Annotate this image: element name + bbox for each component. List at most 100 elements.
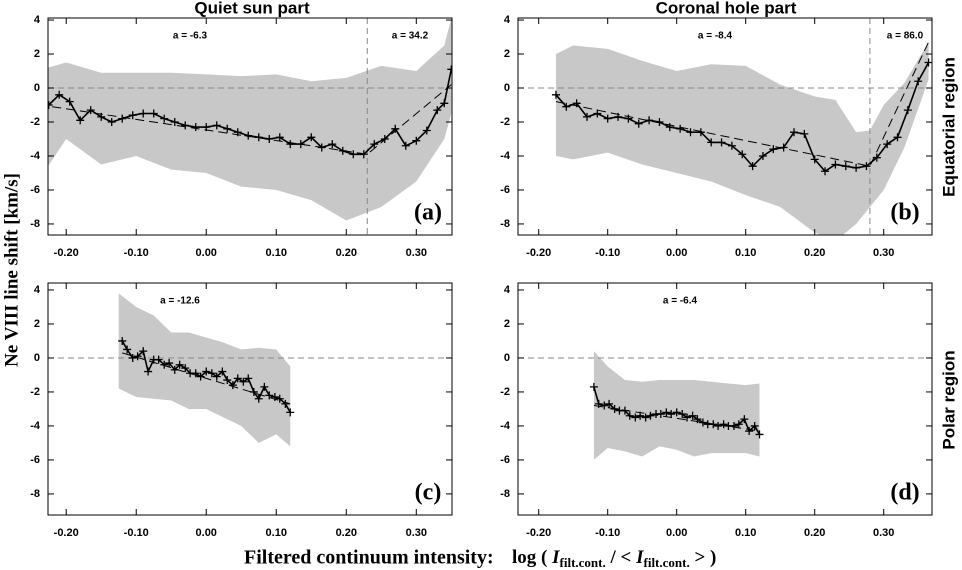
data-point (719, 420, 728, 429)
data-point (265, 391, 274, 400)
data-point (160, 360, 169, 369)
data-point (349, 150, 358, 159)
data-point (645, 116, 654, 125)
data-point (412, 136, 421, 145)
x-tick-label: 0.10 (266, 247, 287, 259)
slope-annotation: a = -8.4 (698, 31, 733, 42)
plot-area (48, 293, 452, 447)
data-point (254, 133, 263, 142)
data-point (107, 117, 116, 126)
data-point (714, 421, 723, 430)
x-tick-label: 0.20 (804, 247, 825, 259)
slope-annotation: a = -6.4 (663, 296, 698, 307)
data-point (641, 413, 650, 422)
x-tick-label: 0.30 (873, 247, 894, 259)
data-point (76, 116, 85, 125)
data-point (118, 336, 127, 345)
data-point (286, 408, 295, 417)
data-point (218, 367, 227, 376)
data-point (683, 413, 692, 422)
data-point (175, 360, 184, 369)
data-point (821, 167, 830, 176)
data-point (758, 151, 767, 160)
plot-area (518, 18, 932, 235)
x-tick-label: 0.20 (336, 527, 357, 539)
data-point (625, 411, 634, 420)
data-point (154, 355, 163, 364)
data-point (852, 163, 861, 172)
data-point (160, 114, 169, 123)
data-point (624, 114, 633, 123)
range-band (555, 42, 929, 235)
x-tick-label: -0.20 (526, 247, 551, 259)
y-tick-label: 4 (504, 14, 511, 26)
data-point (191, 123, 200, 132)
data-point (223, 376, 232, 385)
data-point (65, 97, 74, 106)
data-point (662, 408, 671, 417)
y-tick-label: -4 (500, 420, 511, 432)
data-point (391, 124, 400, 133)
data-point (831, 160, 840, 169)
data-point (328, 140, 337, 149)
data-point (903, 106, 912, 115)
data-point (841, 162, 850, 171)
data-point (634, 119, 643, 128)
panel-label: (c) (415, 480, 442, 506)
y-tick-label: -8 (500, 218, 510, 230)
data-point (202, 123, 211, 132)
data-point (665, 123, 674, 132)
data-point (779, 143, 788, 152)
data-point (286, 140, 295, 149)
x-tick-label: 0.30 (406, 247, 427, 259)
range-band (118, 293, 291, 447)
plot-frame (517, 282, 933, 516)
data-point (686, 128, 695, 137)
formula-part: / < (606, 547, 636, 568)
y-tick-label: -2 (30, 386, 40, 398)
data-point (359, 150, 368, 159)
y-tick-label: 2 (34, 48, 40, 60)
data-point (123, 345, 132, 354)
data-point (750, 421, 759, 430)
x-tick-label: -0.10 (124, 247, 149, 259)
data-point (170, 117, 179, 126)
data-point (631, 413, 640, 422)
x-tick-label: -0.10 (595, 527, 620, 539)
data-point (698, 418, 707, 427)
row-title: Equatorial region (939, 57, 958, 197)
data-point (914, 77, 923, 86)
data-point (370, 140, 379, 149)
data-point (181, 364, 190, 373)
y-tick-label: -6 (30, 454, 40, 466)
x-axis-formula: log ( Ifilt.cont. / < Ifilt.cont. > ) (512, 547, 716, 570)
y-tick-label: 0 (504, 352, 510, 364)
data-point (181, 121, 190, 130)
data-point (734, 420, 743, 429)
column-title: Coronal hole part (656, 0, 797, 17)
y-tick-label: 2 (34, 318, 40, 330)
data-point (769, 145, 778, 154)
data-point (228, 381, 237, 390)
y-tick-label: -2 (500, 386, 510, 398)
data-point (254, 394, 263, 403)
data-point (676, 124, 685, 133)
data-point (139, 347, 148, 356)
data-point (144, 367, 153, 376)
data-point (656, 410, 665, 419)
data-point (307, 133, 316, 142)
data-point (593, 109, 602, 118)
y-tick-label: -8 (30, 218, 40, 230)
data-point (233, 128, 242, 137)
plot-area (48, 18, 452, 235)
range-band (48, 18, 452, 221)
plot-frame (47, 282, 453, 516)
x-tick-label: -0.10 (124, 527, 149, 539)
x-tick-label: 0.00 (666, 247, 687, 259)
data-point (212, 372, 221, 381)
formula-part: I (635, 547, 644, 568)
y-tick-label: -8 (30, 488, 40, 500)
slope-annotation: a = -12.6 (160, 296, 200, 307)
data-point (244, 374, 253, 383)
